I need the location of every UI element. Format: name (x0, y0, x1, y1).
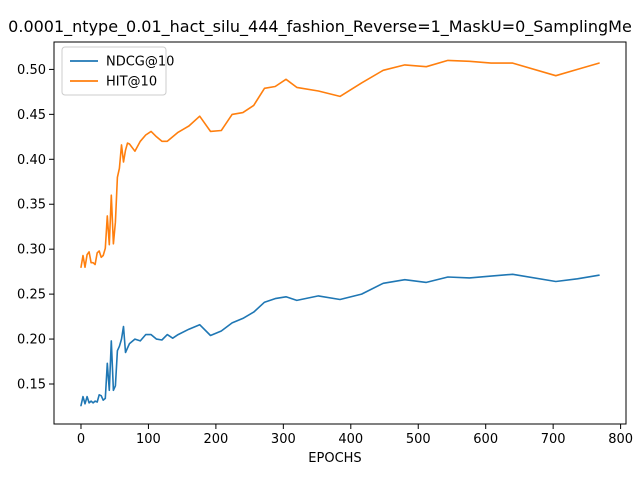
x-tick-label: 800 (608, 432, 633, 447)
series-line-ndcg (80, 273, 600, 407)
y-tick-label: 0.25 (17, 288, 46, 303)
series-line-hit (80, 59, 600, 269)
legend-label: HIT@10 (106, 75, 157, 90)
y-tick-label: 0.40 (17, 153, 46, 168)
legend: NDCG@10 HIT@10 (61, 46, 174, 96)
x-tick-label: 0 (77, 432, 85, 447)
x-tick-label: 300 (271, 432, 296, 447)
y-tick-label: 0.15 (17, 378, 46, 393)
x-axis-label: EPOCHS (308, 451, 361, 466)
x-tick-label: 500 (406, 432, 431, 447)
legend-box (61, 46, 167, 96)
chart-title: 0.0001_ntype_0.01_hact_silu_444_fashion_… (8, 17, 632, 37)
x-tick-label: 600 (473, 432, 498, 447)
y-tick-label: 0.50 (17, 63, 46, 78)
y-tick-label: 0.35 (17, 198, 46, 213)
x-tick-label: 100 (136, 432, 161, 447)
y-tick-label: 0.30 (17, 243, 46, 258)
x-tick-label: 700 (541, 432, 566, 447)
legend-label: NDCG@10 (106, 55, 174, 70)
y-tick-label: 0.20 (17, 333, 46, 348)
y-tick-label: 0.45 (17, 108, 46, 123)
x-tick-label: 400 (338, 432, 363, 447)
plot-frame (53, 41, 627, 425)
x-tick-label: 200 (203, 432, 228, 447)
